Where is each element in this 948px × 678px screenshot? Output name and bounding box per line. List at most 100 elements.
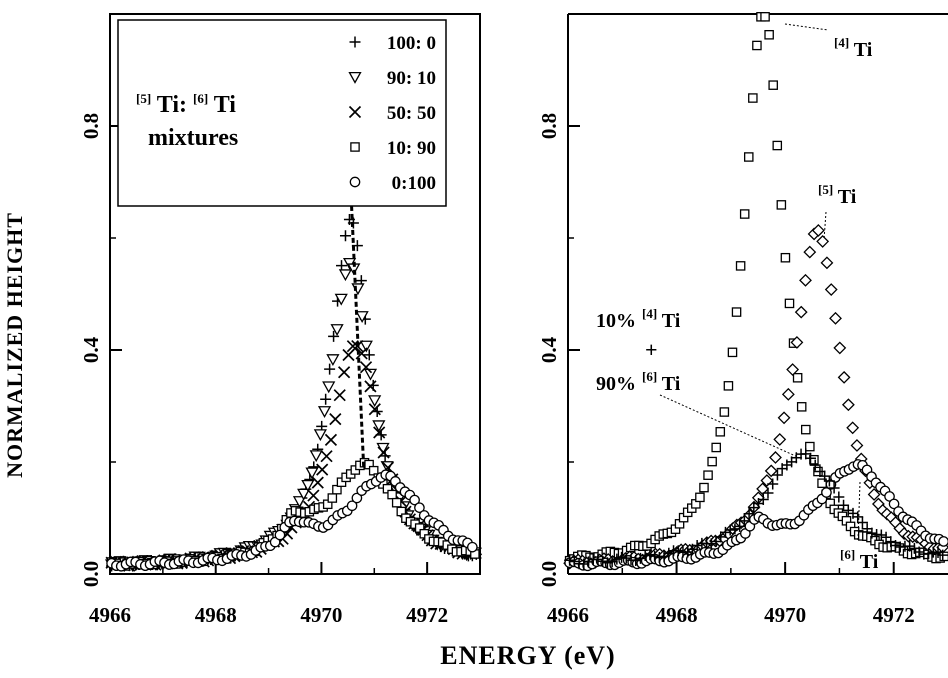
mixture-marker: +: [645, 337, 658, 362]
data-point: [772, 140, 783, 151]
label-5-ti-sup: [5]: [818, 182, 833, 197]
data-point: [328, 330, 340, 342]
data-point: [752, 40, 762, 51]
data-point: [804, 452, 816, 464]
legend-label: 90: 10: [387, 68, 436, 89]
data-point: [841, 398, 855, 412]
data-point: [769, 451, 782, 464]
mixture-label-line1: 10% [4] Ti: [596, 306, 681, 332]
data-point: [735, 261, 746, 271]
data-point: [564, 554, 576, 566]
data-point: [653, 551, 665, 563]
data-point: [601, 557, 613, 569]
data-point: [913, 546, 925, 558]
x-tick-label: 4966: [547, 603, 589, 627]
data-point: [316, 463, 329, 476]
data-point: [699, 482, 709, 493]
x-tick-label: 4972: [406, 603, 448, 627]
leader-mixture: [659, 394, 801, 459]
data-point: [781, 387, 795, 401]
data-point: [630, 555, 642, 567]
data-point: [777, 411, 791, 425]
leader-4-ti: [784, 23, 829, 31]
data-point: [351, 492, 363, 504]
data-point: [809, 459, 821, 471]
legend-title-text1: Ti:: [151, 92, 193, 118]
data-point: [800, 424, 811, 435]
x-tick-label: 4966: [89, 603, 131, 627]
data-point: [762, 487, 774, 499]
data-point: [923, 548, 935, 560]
data-point: [682, 546, 694, 558]
data-point: [867, 488, 881, 501]
data-point: [890, 540, 902, 552]
mixture-sup-2: [6]: [642, 369, 657, 384]
data-point: [301, 479, 315, 492]
data-point: [409, 494, 420, 506]
data-point: [620, 552, 632, 564]
x-tick-label: 4970: [300, 603, 342, 627]
data-point: [368, 395, 382, 408]
data-point: [711, 442, 721, 453]
data-point: [351, 240, 363, 252]
data-point: [467, 541, 478, 553]
mixture-label-line2: 90% [6] Ti: [596, 369, 681, 395]
data-point: [663, 547, 675, 559]
legend-label: 10: 90: [387, 138, 436, 159]
data-point: [346, 500, 358, 512]
x-axis-title: ENERGY (eV): [440, 641, 615, 670]
y-tick-label: 0.8: [537, 113, 561, 139]
data-point: [776, 200, 787, 210]
y-tick-label: 0.0: [79, 561, 103, 587]
left-ticks: 4966 4968 4970 4972 0.0 0.4 0.8: [79, 113, 448, 627]
label-5-ti: [5] Ti: [818, 182, 857, 208]
data-point: [786, 363, 800, 376]
data-point: [330, 324, 344, 336]
data-point: [363, 349, 375, 361]
data-point: [803, 245, 817, 259]
data-point: [372, 420, 386, 433]
data-point: [363, 368, 378, 381]
data-point: [292, 496, 307, 508]
data-point: [739, 209, 750, 219]
left-legend: [5] Ti: [6] Ti mixtures 100: 0 90: 10 50: …: [117, 19, 447, 207]
data-point: [724, 524, 736, 536]
data-point: [743, 152, 754, 162]
data-point: [320, 450, 333, 463]
data-point: [672, 545, 684, 557]
data-point: [790, 336, 804, 349]
data-point: [364, 380, 377, 393]
legend-label: 0:100: [392, 173, 436, 194]
data-point: [707, 456, 717, 467]
legend-marker: [348, 71, 362, 84]
series-0: [564, 12, 948, 566]
data-point: [837, 370, 851, 384]
legend-label: 50: 50: [387, 103, 436, 124]
data-point: [305, 467, 319, 480]
left-panel: 4966 4968 4970 4972 0.0 0.4 0.8 [5] Ti: [6] Ti…: [79, 13, 482, 627]
data-point: [820, 256, 834, 270]
label-4-ti-text: Ti: [849, 39, 873, 61]
data-point: [715, 427, 726, 437]
data-point: [274, 529, 286, 541]
data-point: [583, 556, 595, 568]
data-point: [359, 340, 373, 353]
data-point: [719, 407, 730, 417]
data-point: [823, 475, 835, 487]
data-point: [339, 230, 351, 242]
x-tick-label: 4970: [764, 603, 806, 627]
y-tick-label: 0.4: [537, 336, 561, 363]
data-point: [738, 515, 750, 527]
right-ticks: 4966 4968 4970 4972 0.0 0.4 0.8: [537, 113, 915, 627]
data-point: [734, 520, 746, 532]
data-point: [723, 381, 734, 391]
data-point: [634, 552, 646, 564]
data-point: [649, 550, 661, 562]
left-plot-frame: [109, 13, 481, 575]
data-point: [805, 441, 815, 452]
data-point: [866, 527, 878, 539]
legend-marker: [349, 36, 361, 48]
data-point: [355, 311, 369, 324]
